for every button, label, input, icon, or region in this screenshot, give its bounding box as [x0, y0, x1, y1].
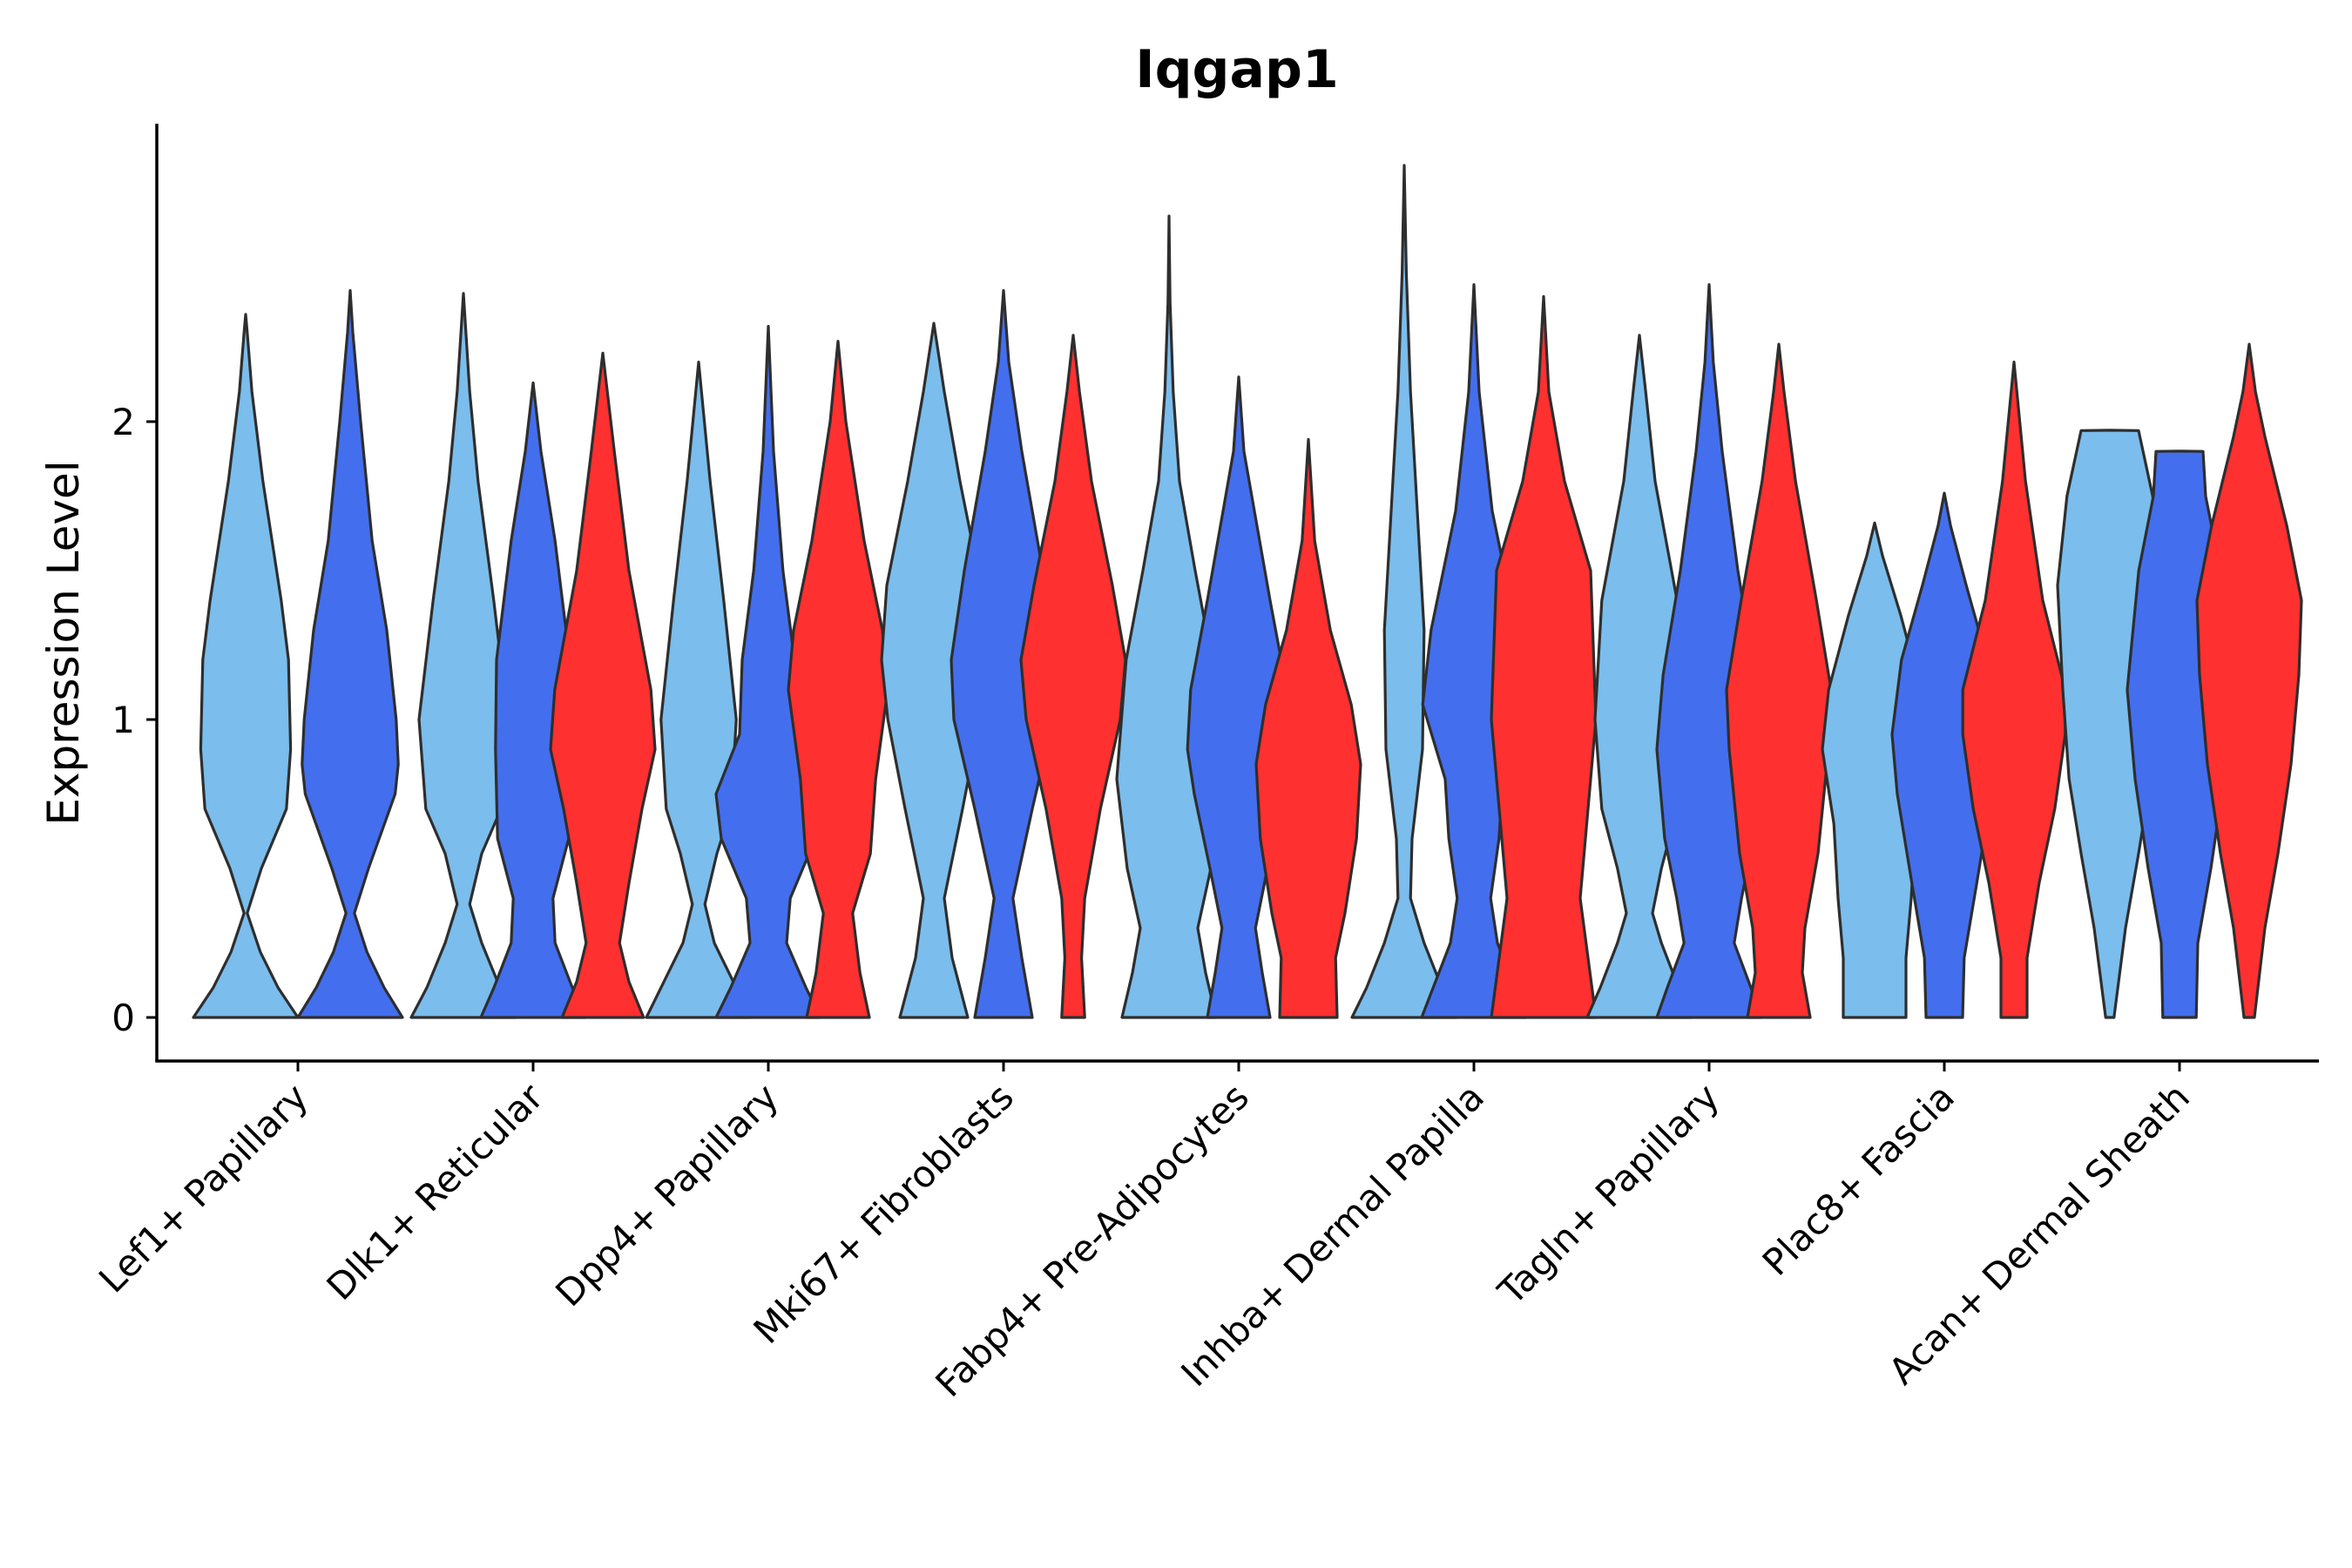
x-tick-label: Lef1+ Papillary — [91, 1075, 316, 1301]
violin-1-group2 — [296, 288, 404, 1019]
violin-9-group3 — [2195, 342, 2303, 1019]
violin-2-group3 — [549, 351, 657, 1019]
x-tick-label: Dpp4+ Papillary — [547, 1075, 787, 1315]
violin-2-group2 — [479, 381, 587, 1019]
y-tick-label: 2 — [112, 401, 135, 443]
violin-6-group3 — [1490, 294, 1598, 1019]
x-tick-label: Plac8+ Fascia — [1754, 1075, 1963, 1283]
violin-2-group1 — [409, 292, 517, 1019]
violin-4-group2 — [950, 288, 1058, 1019]
y-axis-ticks: 0 1 2 — [112, 401, 157, 1039]
x-tick-label: Dlk1+ Reticular — [319, 1075, 552, 1308]
chart-title: Iqgap1 — [1135, 39, 1338, 100]
violin-5-group3 — [1254, 437, 1362, 1019]
axes — [155, 124, 2319, 1063]
violin-plot-area — [192, 164, 2303, 1019]
x-tick-label: Tagln+ Papillary — [1490, 1075, 1727, 1313]
violin-4-group1 — [880, 321, 988, 1019]
y-tick-label: 0 — [112, 997, 135, 1039]
violin-1-group1 — [192, 313, 300, 1019]
violin-3-group2 — [714, 325, 822, 1019]
violin-3-group3 — [787, 340, 889, 1019]
x-tick-label: Mki67+ Fibroblasts — [746, 1075, 1022, 1351]
violin-4-group3 — [1019, 334, 1127, 1019]
violin-6-group2 — [1420, 283, 1528, 1019]
y-tick-label: 1 — [112, 699, 135, 741]
violin-3-group1 — [645, 361, 753, 1019]
violin-8-group3 — [1961, 361, 2067, 1019]
violin-6-group1 — [1350, 164, 1458, 1019]
y-axis-label: Expression Level — [38, 460, 89, 825]
violin-7-group3 — [1725, 342, 1833, 1019]
